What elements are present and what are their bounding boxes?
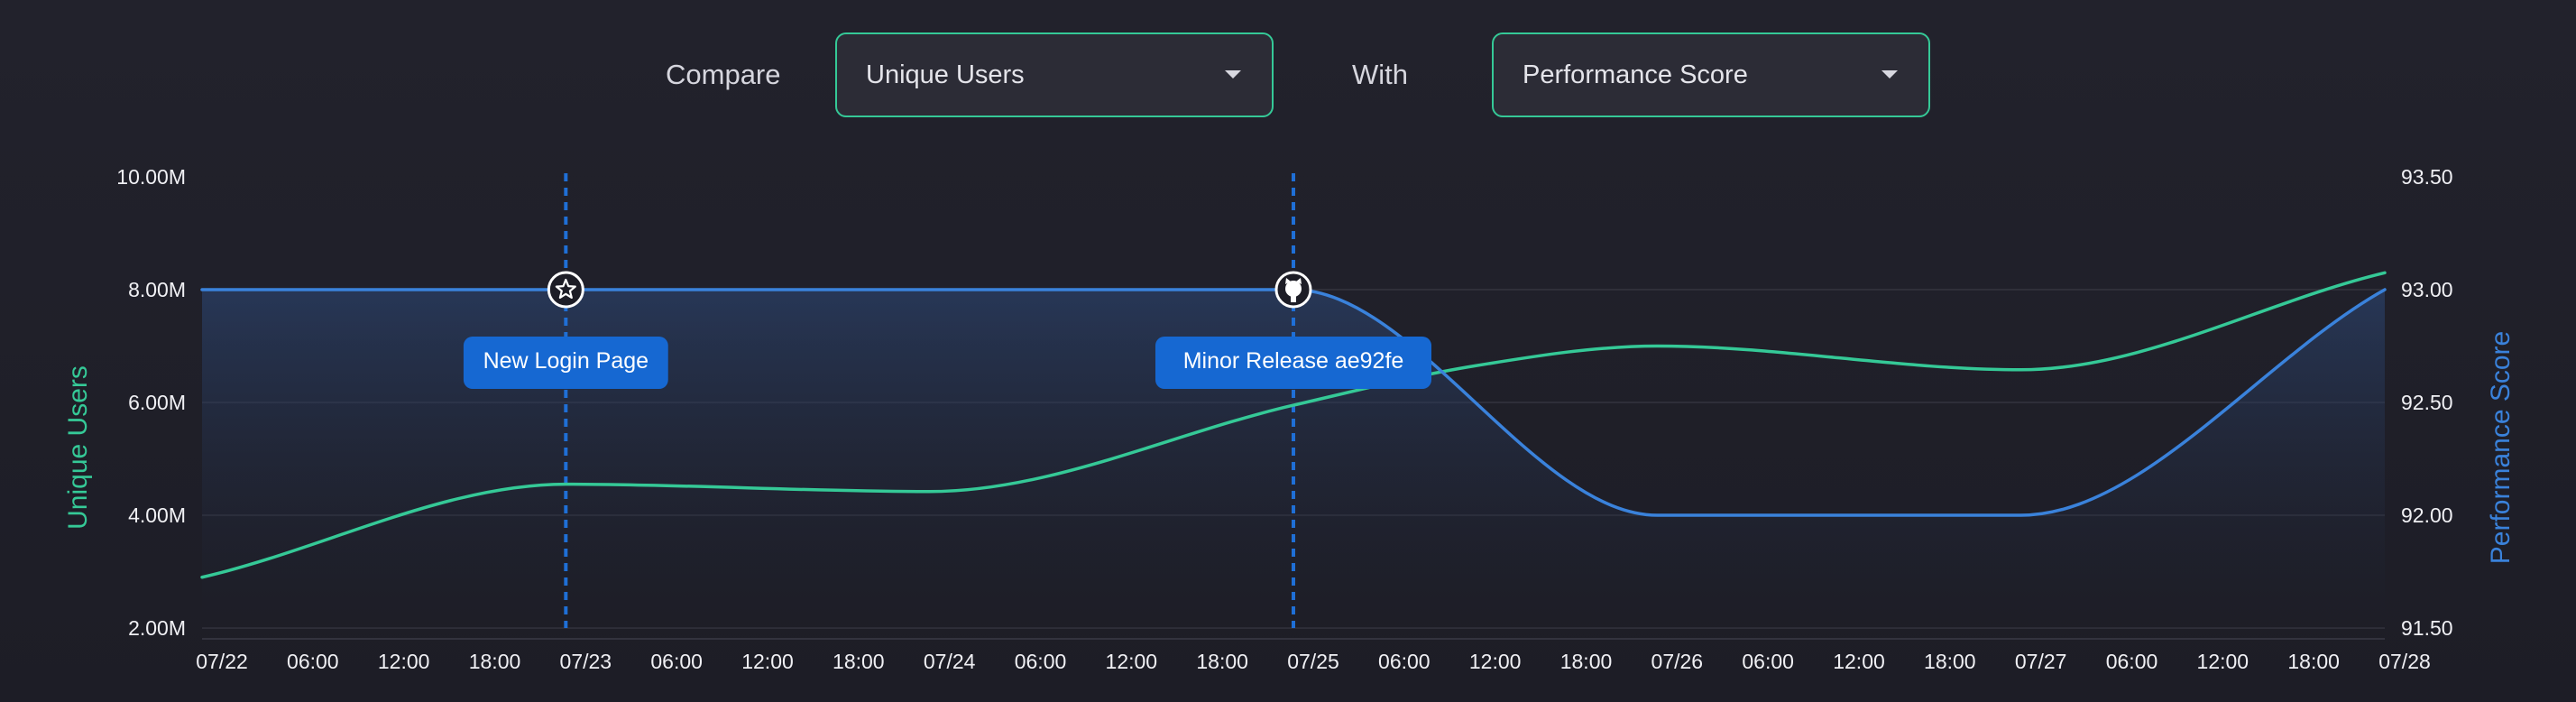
annotation-label: New Login Page (483, 348, 649, 374)
star-icon[interactable] (547, 271, 584, 309)
y-left-tick-label: 8.00M (128, 278, 186, 301)
y-left-tick-label: 6.00M (128, 391, 186, 414)
x-tick-label: 18:00 (1560, 650, 1613, 673)
y-right-tick-label: 93.50 (2401, 165, 2453, 189)
x-tick-label: 12:00 (1106, 650, 1158, 673)
x-tick-label: 06:00 (2106, 650, 2158, 673)
x-tick-label: 18:00 (469, 650, 521, 673)
compare-metric-value: Unique Users (866, 60, 1025, 89)
y-left-tick-label: 2.00M (128, 616, 186, 640)
performance-score-area (202, 290, 2385, 628)
y-left-tick-label: 4.00M (128, 503, 186, 527)
unique-users-series-line (200, 271, 2387, 579)
x-tick-label: 06:00 (1742, 650, 1794, 673)
x-tick-label: 12:00 (741, 650, 794, 673)
x-tick-label: 18:00 (1196, 650, 1248, 673)
x-tick-label: 07/28 (2378, 650, 2431, 673)
x-tick-label: 18:00 (2287, 650, 2340, 673)
y-right-tick-label: 91.50 (2401, 616, 2453, 640)
y-right-tick-label: 92.00 (2401, 503, 2453, 527)
compare-metric-select[interactable]: Unique Users (835, 32, 1274, 117)
x-tick-label: 07/25 (1287, 650, 1339, 673)
annotation-label-box[interactable] (463, 337, 668, 389)
x-tick-label: 18:00 (833, 650, 885, 673)
x-tick-label: 06:00 (287, 650, 339, 673)
performance-score-series-line (200, 288, 2387, 517)
x-tick-label: 06:00 (1378, 650, 1431, 673)
x-tick-label: 07/26 (1651, 650, 1704, 673)
with-metric-select[interactable]: Performance Score (1492, 32, 1930, 117)
chevron-down-icon (1881, 70, 1898, 79)
y-left-axis-title: Unique Users (63, 365, 93, 530)
github-icon[interactable] (1274, 271, 1312, 309)
y-right-tick-label: 93.00 (2401, 278, 2453, 301)
with-label: With (1352, 59, 1408, 90)
x-tick-label: 07/23 (560, 650, 612, 673)
x-tick-label: 12:00 (2197, 650, 2249, 673)
x-tick-label: 18:00 (1924, 650, 1976, 673)
annotation-label-box[interactable] (1155, 337, 1431, 389)
x-tick-label: 12:00 (378, 650, 430, 673)
x-tick-label: 12:00 (1833, 650, 1885, 673)
annotation-label: Minor Release ae92fe (1183, 348, 1404, 374)
x-tick-label: 07/27 (2015, 650, 2067, 673)
x-tick-label: 06:00 (1015, 650, 1067, 673)
compare-controls: Compare Unique Users With Performance Sc… (0, 32, 2576, 117)
with-metric-value: Performance Score (1523, 60, 1748, 89)
y-right-axis-title: Performance Score (2486, 331, 2516, 564)
x-tick-label: 12:00 (1469, 650, 1522, 673)
x-tick-label: 07/22 (196, 650, 248, 673)
x-tick-label: 06:00 (650, 650, 703, 673)
compare-label: Compare (666, 59, 781, 90)
chevron-down-icon (1225, 70, 1241, 79)
y-right-tick-label: 92.50 (2401, 391, 2453, 414)
x-tick-label: 07/24 (924, 650, 976, 673)
y-left-tick-label: 10.00M (116, 165, 186, 189)
